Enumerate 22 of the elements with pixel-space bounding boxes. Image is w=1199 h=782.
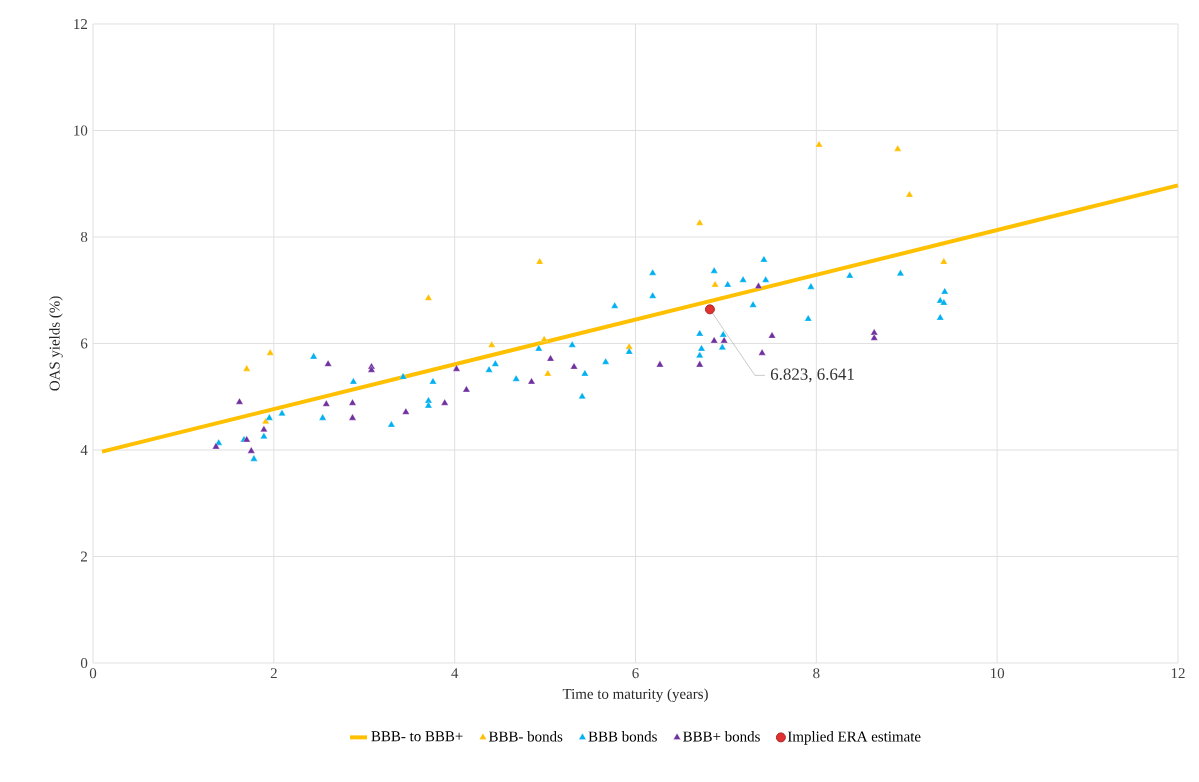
y-tick-label: 4 <box>80 445 88 455</box>
legend-label: BBB- to BBB+ <box>371 731 463 742</box>
legend-label: BBB bonds <box>588 731 657 742</box>
legend-label: Implied ERA estimate <box>787 731 921 745</box>
y-tick-label: 2 <box>81 551 87 562</box>
y-axis-title: OAS yields (%) <box>49 296 63 391</box>
annotation: 6.823, 6.641 <box>770 368 854 383</box>
y-tick-label: 0 <box>80 657 88 669</box>
legend-label: BBB+ bonds <box>683 731 760 742</box>
x-tick-label: 0 <box>89 668 97 679</box>
x-tick-label: 8 <box>813 668 820 679</box>
x-tick-label: 6 <box>632 668 639 679</box>
y-tick-label: 6 <box>81 338 88 349</box>
x-tick-label: 12 <box>1171 668 1185 679</box>
x-axis-title: Time to maturity (years) <box>562 688 708 702</box>
y-tick-label: 12 <box>74 19 87 29</box>
x-tick-label: 10 <box>991 668 1005 679</box>
x-tick-label: 2 <box>270 668 277 679</box>
x-tick-label: 4 <box>451 668 459 678</box>
y-tick-label: 10 <box>74 125 88 136</box>
y-tick-label: 8 <box>80 231 88 243</box>
legend-label: BBB- bonds <box>488 731 563 742</box>
